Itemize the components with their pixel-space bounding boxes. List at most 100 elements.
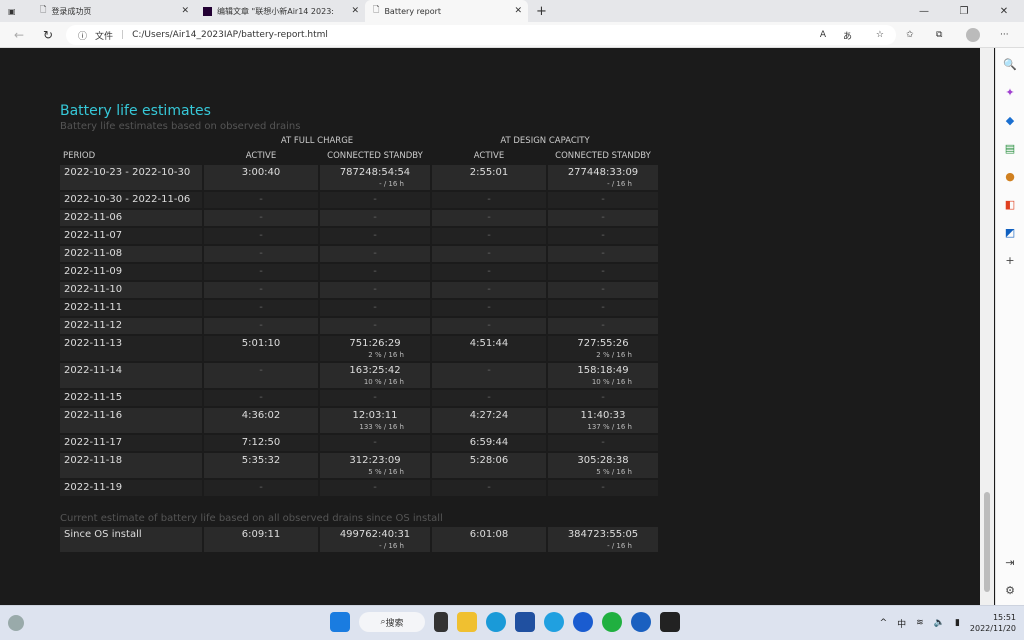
widgets-icon[interactable] <box>8 615 24 631</box>
minimize-button[interactable]: — <box>919 5 929 17</box>
wechat-icon[interactable] <box>602 612 622 632</box>
sidebar-toggle-icon[interactable]: ⇥ <box>1005 556 1015 569</box>
cell-subvalue: 5 % / 16 h <box>368 468 404 476</box>
value-cell: - <box>432 210 546 226</box>
close-tab-icon[interactable]: ✕ <box>514 6 522 16</box>
app-icon[interactable] <box>544 612 564 632</box>
battery-icon[interactable]: ▮ <box>954 618 960 628</box>
cell-subvalue: 2 % / 16 h <box>368 351 404 359</box>
scrollbar-thumb[interactable] <box>984 492 990 592</box>
value-cell: - <box>432 228 546 244</box>
clock[interactable]: 15:51 2022/11/20 <box>970 612 1016 634</box>
table-row: 2022-11-11 - - - - <box>60 300 658 316</box>
start-icon[interactable] <box>330 612 350 632</box>
value-cell: - <box>204 390 318 406</box>
cell-value: - <box>259 482 263 493</box>
cell-value: 2022-11-11 <box>64 302 123 313</box>
cell-value: - <box>373 248 377 259</box>
file-explorer-icon[interactable] <box>457 612 477 632</box>
cell-value: 2:55:01 <box>469 167 509 178</box>
value-cell: - <box>432 246 546 262</box>
table-row: 2022-11-12 - - - - <box>60 318 658 334</box>
page-icon: 🗋 <box>40 5 47 14</box>
column-header: ACTIVE <box>245 151 277 161</box>
terminal-icon[interactable] <box>660 612 680 632</box>
favorites-icon[interactable]: ✩ <box>906 29 914 40</box>
edge-icon[interactable] <box>486 612 506 632</box>
search-icon[interactable]: 🔍 <box>1003 58 1017 71</box>
settings-icon[interactable]: ⚙ <box>1005 584 1015 597</box>
office-icon[interactable]: ◧ <box>1004 198 1016 211</box>
cell-value: - <box>487 212 491 223</box>
table-row: 2022-11-14 - 163:25:42 10 % / 16 h - 158:18:4… <box>60 363 658 388</box>
tab-1[interactable]: 编辑文章 "联想小新Air14 2023: ✕ <box>195 0 365 22</box>
table-row: 2022-11-09 - - - - <box>60 264 658 280</box>
collections-icon[interactable]: ⧉ <box>936 29 943 40</box>
info-icon[interactable]: ⓘ <box>78 31 88 42</box>
feishu-icon[interactable] <box>631 612 651 632</box>
translate-icon[interactable]: あ <box>842 31 852 42</box>
cell-value: - <box>601 302 605 313</box>
cell-value: 2022-11-06 <box>64 212 123 223</box>
value-cell: - <box>204 318 318 334</box>
cell-subvalue: 2 % / 16 h <box>596 351 632 359</box>
wifi-icon[interactable]: ≋ <box>916 618 924 628</box>
table-row: 2022-11-17 7:12:50 - 6:59:44 - <box>60 435 658 451</box>
url-field[interactable]: ⓘ 文件 | C:/Users/Air14_2023IAP/battery-re… <box>66 25 896 45</box>
cell-value: - <box>373 437 377 448</box>
avatar[interactable] <box>966 27 980 42</box>
cell-value: 2022-11-14 <box>64 365 123 376</box>
add-icon[interactable]: + <box>1005 254 1015 267</box>
cell-value: - <box>373 320 377 331</box>
value-cell: - <box>204 264 318 280</box>
cell-value: - <box>373 392 377 403</box>
value-cell: - <box>320 480 430 496</box>
games-icon[interactable]: ● <box>1005 170 1015 183</box>
back-button[interactable]: ← <box>14 27 25 42</box>
read-aloud-icon[interactable]: A <box>819 30 826 40</box>
add-favorite-icon[interactable]: ☆ <box>875 30 884 40</box>
period-cell: 2022-11-16 <box>60 408 202 433</box>
new-tab-button[interactable]: + <box>536 3 547 19</box>
value-cell: 787248:54:54 - / 16 h <box>320 165 430 190</box>
task-view-icon[interactable] <box>434 612 448 632</box>
period-cell: Since OS install <box>60 527 202 552</box>
table-row: 2022-11-16 4:36:02 12:03:11 133 % / 16 h 4:2… <box>60 408 658 433</box>
outlook-icon[interactable]: ◩ <box>1004 226 1016 239</box>
cell-value: - <box>487 302 491 313</box>
report-content: Battery life estimates Battery life esti… <box>60 102 660 554</box>
taskbar-search[interactable]: ⌕ 搜索 <box>359 612 425 632</box>
scrollbar[interactable] <box>980 48 994 605</box>
tab-0[interactable]: 🗋 登录成功页 ✕ <box>32 0 195 22</box>
value-cell: - <box>548 192 658 208</box>
taskbar: ⌕ 搜索 ^ 中 ≋ 🔈 ▮ 15:51 2022/11/20 <box>0 605 1024 640</box>
more-icon[interactable]: ··· <box>1000 29 1009 40</box>
close-window-button[interactable]: ✕ <box>999 5 1009 17</box>
tab-2[interactable]: 🗋 Battery report ✕ <box>365 0 528 22</box>
ime-indicator[interactable]: 中 <box>897 619 907 630</box>
close-tab-icon[interactable]: ✕ <box>181 6 189 16</box>
table-row: 2022-10-23 - 2022-10-30 3:00:40 787248:54:… <box>60 165 658 190</box>
copilot-icon[interactable]: ✦ <box>1005 86 1015 99</box>
cell-value: 2022-11-08 <box>64 248 123 259</box>
cell-value: - <box>373 482 377 493</box>
value-cell: 312:23:09 5 % / 16 h <box>320 453 430 478</box>
tab-actions-button[interactable]: ▣ <box>0 0 32 22</box>
shopping-icon[interactable]: ◆ <box>1005 114 1015 127</box>
refresh-button[interactable]: ↻ <box>43 27 54 42</box>
cell-value: - <box>487 194 491 205</box>
cell-value: - <box>259 392 263 403</box>
tray-chevron-icon[interactable]: ^ <box>879 618 888 628</box>
value-cell: 11:40:33 137 % / 16 h <box>548 408 658 433</box>
lenovo-icon[interactable] <box>573 612 593 632</box>
since-install-table: Since OS install 6:09:11 499762:40:31 - / 1… <box>58 525 660 554</box>
value-cell: - <box>320 300 430 316</box>
tools-icon[interactable]: ▤ <box>1004 142 1016 155</box>
cell-value: - <box>601 212 605 223</box>
cell-value: - <box>601 284 605 295</box>
restore-button[interactable]: ❐ <box>959 5 969 17</box>
volume-icon[interactable]: 🔈 <box>933 618 945 628</box>
close-tab-icon[interactable]: ✕ <box>351 6 359 16</box>
value-cell: 4:36:02 <box>204 408 318 433</box>
store-icon[interactable] <box>515 612 535 632</box>
